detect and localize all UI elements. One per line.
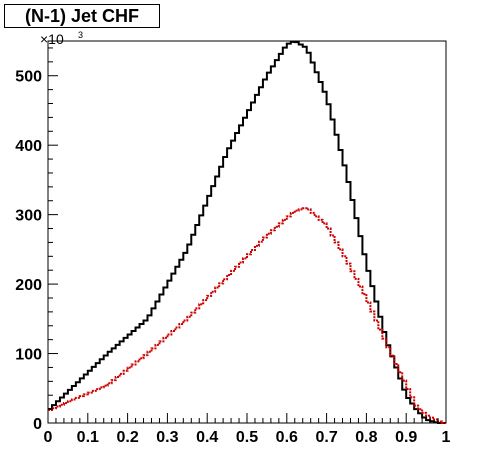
chart-title: (N-1) Jet CHF — [4, 4, 160, 28]
series-1-histogram — [48, 40, 446, 424]
y-tick-label: 400 — [15, 138, 42, 155]
x-tick-label: 0 — [44, 429, 53, 446]
y-tick-label: 500 — [15, 69, 42, 86]
y-axis-multiplier-exponent: 3 — [78, 30, 83, 40]
x-tick-label: 0.9 — [395, 429, 417, 446]
x-tick-label: 0.6 — [276, 429, 298, 446]
x-tick-label: 0.4 — [196, 429, 218, 446]
series-2-histogram — [48, 207, 446, 424]
y-tick-label: 300 — [15, 208, 42, 225]
plot-frame — [47, 40, 447, 424]
y-axis-multiplier: ×10 — [40, 31, 64, 47]
x-tick-label: 0.1 — [77, 429, 99, 446]
x-tick-label: 0.3 — [156, 429, 178, 446]
x-tick-label: 0.8 — [355, 429, 377, 446]
y-tick-label: 200 — [15, 277, 42, 294]
y-tick-label: 100 — [15, 347, 42, 364]
x-tick-label: 1 — [442, 429, 451, 446]
y-tick-label: 0 — [33, 416, 42, 433]
x-tick-label: 0.7 — [315, 429, 337, 446]
x-tick-label: 0.2 — [116, 429, 138, 446]
x-tick-label: 0.5 — [236, 429, 258, 446]
